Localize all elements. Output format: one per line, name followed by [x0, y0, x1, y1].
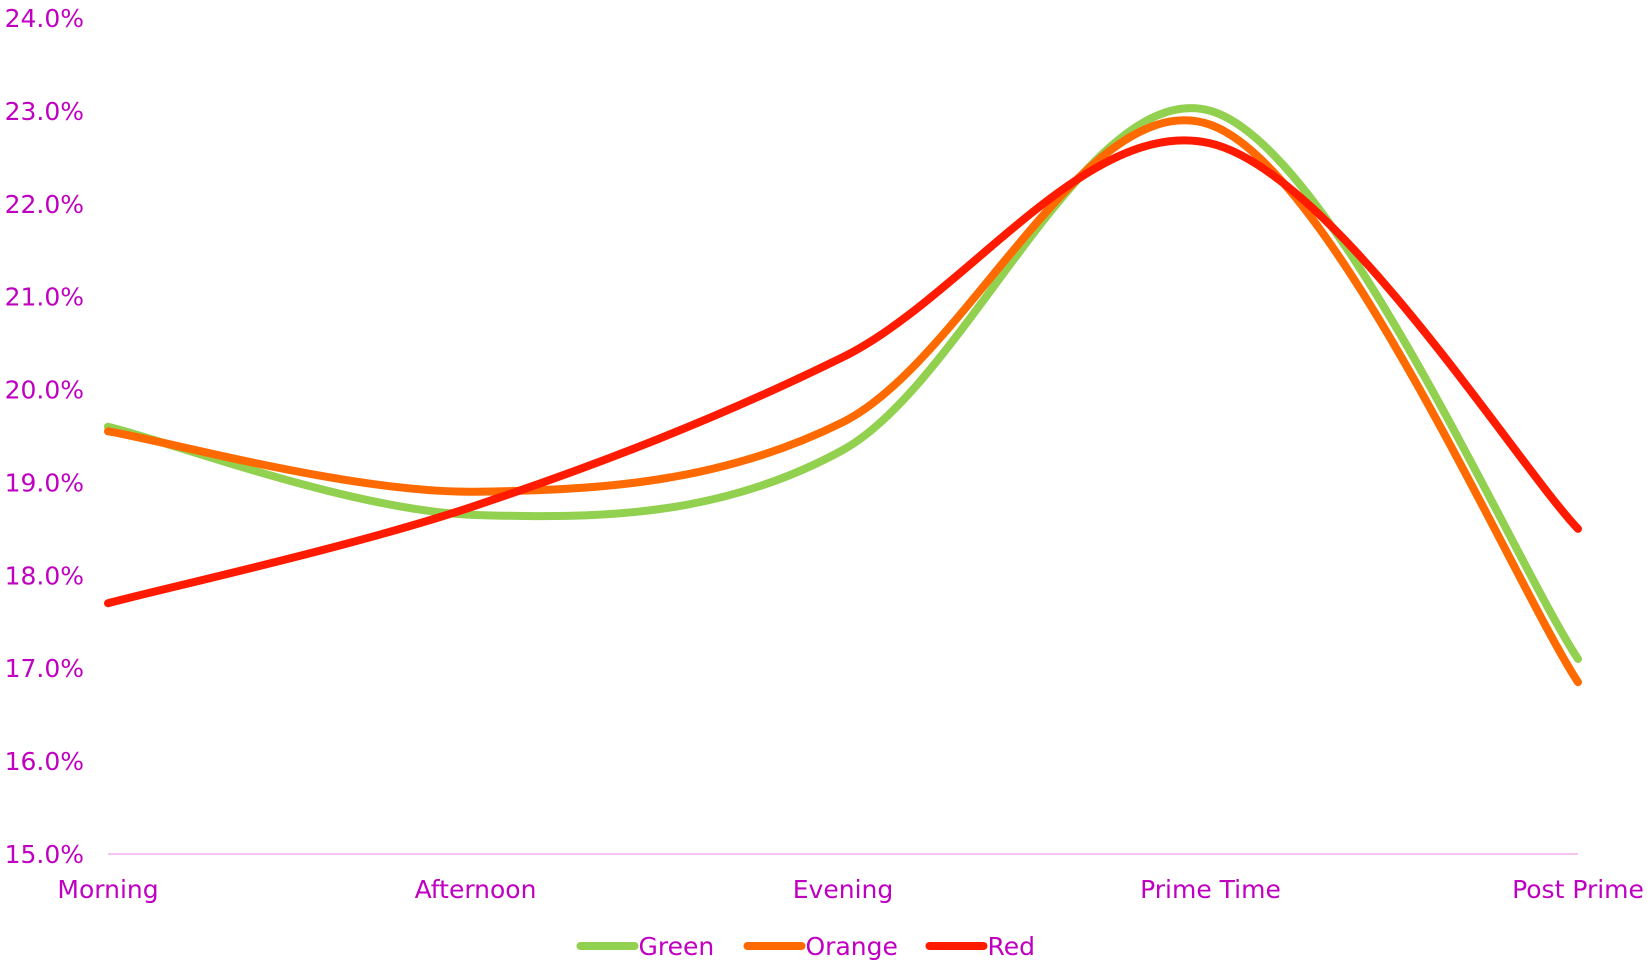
x-tick-label: Morning — [57, 875, 158, 904]
x-tick-label: Afternoon — [415, 875, 537, 904]
y-tick-label: 20.0% — [5, 376, 84, 405]
y-tick-label: 18.0% — [5, 561, 84, 590]
series-line-red — [104, 136, 1582, 608]
x-tick-label: Post Prime — [1512, 875, 1644, 904]
legend-label-red: Red — [988, 932, 1036, 961]
legend-label-green: Green — [639, 932, 715, 961]
series-line-orange — [104, 116, 1582, 687]
y-tick-label: 24.0% — [5, 4, 84, 33]
y-tick-label: 17.0% — [5, 654, 84, 683]
y-tick-label: 21.0% — [5, 283, 84, 312]
legend: Green Orange Red — [576, 932, 1036, 961]
y-tick-label: 16.0% — [5, 747, 84, 776]
y-tick-label: 15.0% — [5, 840, 84, 869]
y-tick-label: 23.0% — [5, 97, 84, 126]
x-tick-label: Prime Time — [1140, 875, 1281, 904]
series-lines — [104, 104, 1582, 687]
y-tick-label: 22.0% — [5, 190, 84, 219]
x-tick-label: Evening — [793, 875, 893, 904]
x-axis-tick-labels: Morning Afternoon Evening Prime Time Post Pr… — [57, 875, 1644, 904]
y-axis-tick-labels: 15.0% 16.0% 17.0% 18.0% 19.0% 20.0% 21.0% 22.0%… — [5, 4, 84, 869]
series-line-green — [104, 104, 1582, 663]
legend-label-orange: Orange — [806, 932, 898, 961]
y-tick-label: 19.0% — [5, 468, 84, 497]
